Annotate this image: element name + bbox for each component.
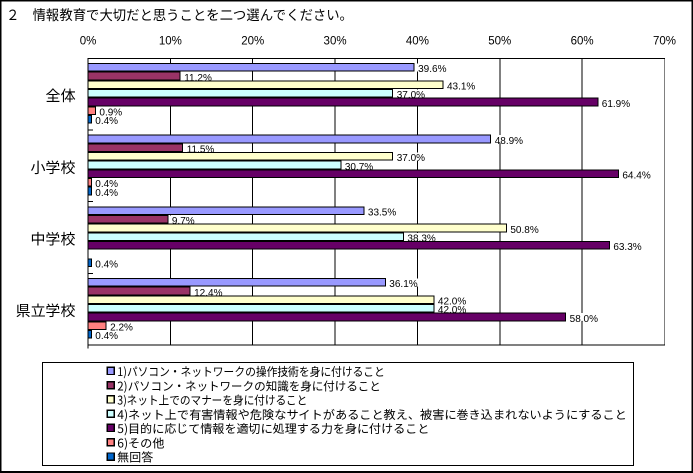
svg-text:2.2%: 2.2%	[110, 323, 133, 334]
svg-text:39.6%: 39.6%	[418, 64, 446, 75]
svg-text:全体: 全体	[45, 85, 75, 106]
svg-text:37.0%: 37.0%	[397, 153, 425, 164]
svg-text:3)ネット上でのマナーを身に付けること: 3)ネット上でのマナーを身に付けること	[117, 392, 307, 409]
svg-text:61.9%: 61.9%	[602, 99, 630, 110]
svg-text:20%: 20%	[241, 36, 264, 48]
svg-text:9.7%: 9.7%	[172, 216, 195, 227]
svg-text:37.0%: 37.0%	[397, 90, 425, 101]
svg-text:64.4%: 64.4%	[622, 171, 650, 182]
svg-text:33.5%: 33.5%	[368, 208, 396, 219]
svg-text:0.4%: 0.4%	[95, 116, 118, 127]
svg-text:県立学校: 県立学校	[15, 300, 75, 321]
svg-text:小学校: 小学校	[30, 157, 75, 178]
svg-text:42.0%: 42.0%	[438, 297, 466, 308]
svg-text:50.8%: 50.8%	[510, 225, 538, 236]
svg-text:70%: 70%	[653, 36, 676, 48]
svg-text:4)ネット上で有害情報や危険なサイトがあること教え、被害に巻: 4)ネット上で有害情報や危険なサイトがあること教え、被害に巻き込まれないようにす…	[117, 406, 627, 423]
svg-text:1)パソコン・ネットワークの操作技術を身に付けること: 1)パソコン・ネットワークの操作技術を身に付けること	[117, 363, 385, 380]
svg-text:0.4%: 0.4%	[95, 260, 118, 271]
svg-text:60%: 60%	[571, 36, 594, 48]
svg-text:10%: 10%	[159, 36, 182, 48]
svg-text:0.4%: 0.4%	[95, 179, 118, 190]
svg-text:11.5%: 11.5%	[187, 145, 215, 156]
svg-text:２ 情報教育で大切だと思うことを二つ選んでください。: ２ 情報教育で大切だと思うことを二つ選んでください。	[6, 5, 353, 25]
svg-text:50%: 50%	[488, 36, 511, 48]
svg-text:0%: 0%	[80, 36, 97, 48]
svg-text:43.1%: 43.1%	[447, 82, 475, 93]
svg-text:58.0%: 58.0%	[570, 314, 598, 325]
svg-text:6)その他: 6)その他	[117, 434, 164, 451]
svg-text:63.3%: 63.3%	[613, 242, 641, 253]
svg-text:48.9%: 48.9%	[495, 136, 523, 147]
svg-text:0.4%: 0.4%	[95, 331, 118, 342]
svg-text:36.1%: 36.1%	[389, 279, 417, 290]
svg-text:5)目的に応じて情報を適切に処理する力を身に付けること: 5)目的に応じて情報を適切に処理する力を身に付けること	[117, 420, 429, 437]
svg-text:38.3%: 38.3%	[407, 234, 435, 245]
svg-text:11.2%: 11.2%	[184, 73, 212, 84]
svg-text:12.4%: 12.4%	[194, 288, 222, 299]
svg-text:42.0%: 42.0%	[438, 305, 466, 316]
svg-text:0.4%: 0.4%	[95, 188, 118, 199]
svg-text:中学校: 中学校	[30, 228, 75, 249]
svg-text:30.7%: 30.7%	[345, 162, 373, 173]
svg-text:0.9%: 0.9%	[99, 108, 122, 119]
svg-text:無回答: 無回答	[117, 449, 153, 466]
svg-text:40%: 40%	[406, 36, 429, 48]
svg-text:2)パソコン・ネットワークの知識を身に付けること: 2)パソコン・ネットワークの知識を身に付けること	[117, 377, 381, 394]
svg-text:30%: 30%	[324, 36, 347, 48]
